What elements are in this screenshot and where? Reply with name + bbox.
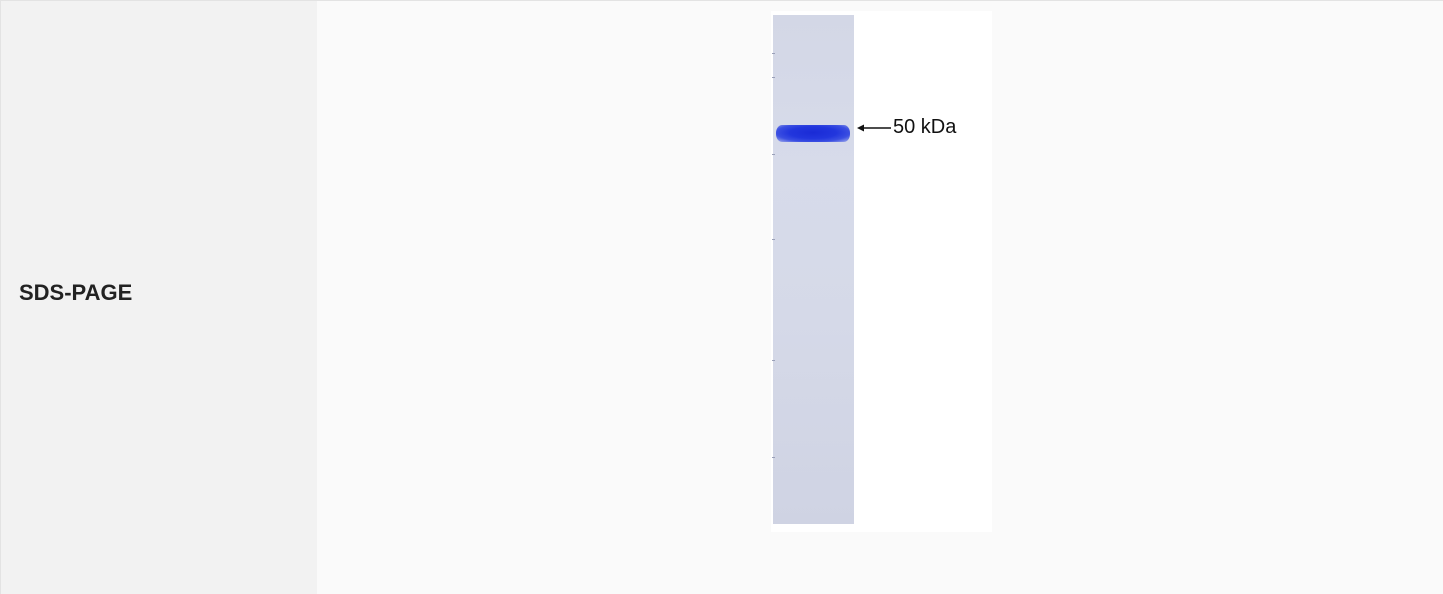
protein-band — [776, 125, 850, 142]
lane-tick — [772, 53, 775, 54]
sds-page-gel-image: 50 kDa — [771, 11, 992, 532]
lane-tick — [772, 360, 775, 361]
row-value-cell: 50 kDa — [317, 1, 1443, 594]
row-label: SDS-PAGE — [19, 280, 133, 305]
gel-lane — [772, 15, 854, 524]
lane-tick — [772, 77, 775, 78]
band-size-label: 50 kDa — [893, 116, 957, 138]
lane-tick — [772, 457, 775, 458]
left-arrow-icon — [857, 124, 891, 132]
row-label-cell: SDS-PAGE — [1, 1, 317, 594]
lane-tick — [772, 154, 775, 155]
lane-tick — [772, 239, 775, 240]
